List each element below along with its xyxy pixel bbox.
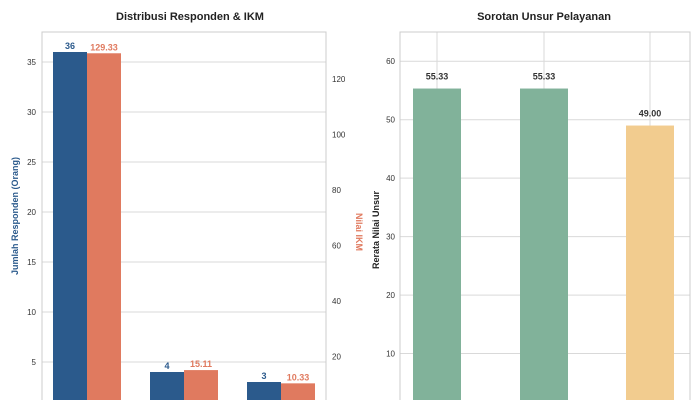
chart1-ytick: 20 [27, 208, 36, 217]
chart1-ytick: 15 [27, 258, 36, 267]
chart1-y2tick: 60 [332, 242, 341, 251]
chart2-ylabel: Rerata Nilai Unsur [371, 190, 381, 269]
chart2-ytick: 50 [386, 116, 395, 125]
chart1-ytick: 30 [27, 108, 36, 117]
chart1-y2tick: 40 [332, 297, 341, 306]
bar-unsur [626, 125, 674, 400]
bar-unsur [413, 88, 461, 400]
bar-ikm [184, 370, 218, 400]
chart1-ytick: 35 [27, 58, 36, 67]
chart-responden-ikm: Distribusi Responden & IKM 36 129.33 4 15.1… [10, 11, 364, 400]
chart1-title: Distribusi Responden & IKM [116, 11, 264, 23]
bar-responden [247, 382, 281, 400]
chart2-ytick: 40 [386, 174, 395, 183]
chart1-ytick: 5 [32, 358, 37, 367]
chart1-y2tick: 100 [332, 131, 346, 140]
chart1-y2tick: 120 [332, 75, 346, 84]
chart1-ylabel: Jumlah Responden (Orang) [10, 157, 20, 275]
chart-unsur-pelayanan: Sorotan Unsur Pelayanan 55.33 55.3349.00 … [371, 11, 691, 400]
chart1-y2tick: 20 [332, 353, 341, 362]
bar-unsur [520, 88, 568, 400]
chart2-ytick: 60 [386, 57, 395, 66]
label-responden: 4 [164, 361, 169, 371]
label-unsur: 49.00 [639, 109, 662, 119]
bar-ikm [281, 383, 315, 400]
label-ikm: 10.33 [287, 372, 310, 382]
bar-ikm [87, 53, 121, 400]
label-responden: 3 [261, 371, 266, 381]
chart2-frame [399, 31, 691, 400]
bar-responden [150, 372, 184, 400]
chart1-y2label: Nilai IKM [354, 213, 364, 251]
chart2-ytick: 10 [386, 350, 395, 359]
chart1-frame [41, 31, 327, 400]
chart2-title: Sorotan Unsur Pelayanan [477, 11, 611, 23]
bar-responden [53, 52, 87, 400]
chart1-ytick: 25 [27, 158, 36, 167]
chart1-ytick: 10 [27, 308, 36, 317]
label-unsur: 55.33 [426, 72, 449, 82]
label-ikm: 15.11 [190, 359, 212, 369]
chart2-ytick: 30 [386, 233, 395, 242]
label-ikm: 129.33 [90, 42, 118, 52]
chart2-ytick: 20 [386, 291, 395, 300]
chart1-y2tick: 80 [332, 186, 341, 195]
label-responden: 36 [65, 41, 75, 51]
label-unsur: 55.33 [533, 72, 556, 82]
